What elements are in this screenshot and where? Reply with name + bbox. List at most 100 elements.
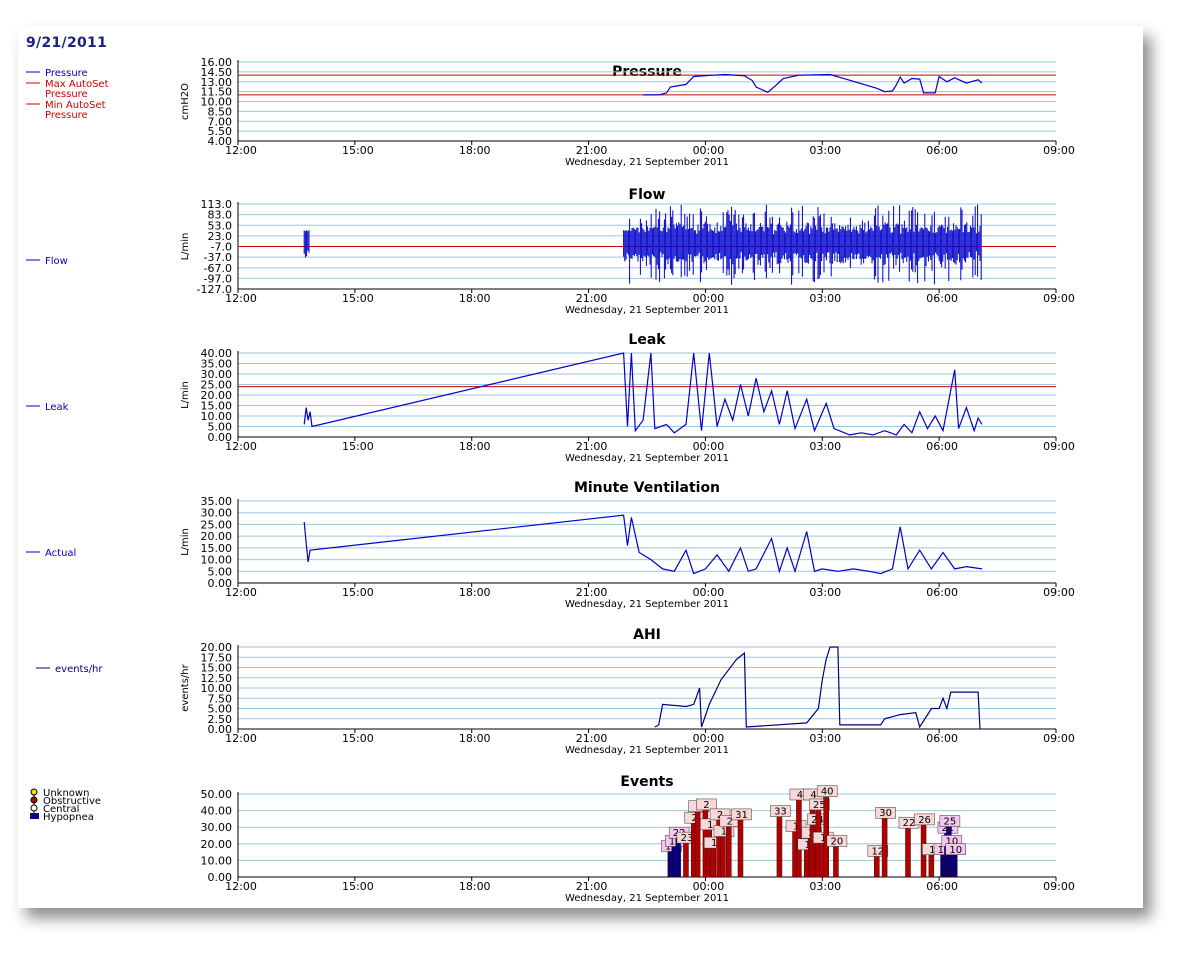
- event-bar: [874, 855, 880, 878]
- event-label: 23: [681, 833, 694, 844]
- legend-label: Flow: [45, 256, 68, 267]
- report-date: 9/21/2011: [26, 35, 108, 51]
- y-tick-label: 25.00: [201, 518, 233, 531]
- y-tick-label: 20.00: [201, 389, 233, 402]
- event-bar: [776, 815, 783, 878]
- x-tick-label: 12:00: [225, 440, 257, 453]
- event-bar: [726, 825, 732, 878]
- event-label-box: [696, 798, 717, 811]
- x-tick-label: 18:00: [459, 732, 491, 745]
- y-tick-label: 4.00: [208, 135, 233, 148]
- x-tick-label: 00:00: [693, 880, 725, 893]
- event-bar: [694, 810, 701, 878]
- y-tick-label: -7.0: [211, 241, 232, 254]
- event-label: 4: [810, 790, 816, 801]
- event-marker: 33: [770, 805, 791, 878]
- x-tick-label: 06:00: [926, 586, 958, 599]
- event-label: 1: [721, 827, 727, 838]
- event-bar: [905, 826, 911, 878]
- event-label: 2: [703, 800, 709, 811]
- x-tick-label: 18:00: [459, 144, 491, 157]
- y-tick-label: 2.50: [208, 713, 233, 726]
- y-tick-label: 20.00: [201, 838, 233, 851]
- y-tick-label: 35.00: [201, 358, 233, 371]
- y-tick-label: 40.00: [201, 347, 233, 360]
- x-axis-label: Wednesday, 21 September 2011: [565, 157, 729, 168]
- x-tick-label: 09:00: [1043, 440, 1075, 453]
- x-tick-label: 09:00: [1043, 144, 1075, 157]
- event-label: 1: [820, 833, 826, 844]
- y-tick-label: 16.00: [201, 56, 233, 69]
- event-label-box: [867, 845, 889, 857]
- x-tick-label: 12:00: [225, 732, 257, 745]
- legend-swatch: [30, 813, 39, 819]
- x-axis-label: Wednesday, 21 September 2011: [565, 599, 729, 610]
- legend-label: Unknown: [43, 788, 89, 799]
- x-tick-label: 15:00: [342, 144, 374, 157]
- event-label: 15: [665, 841, 678, 852]
- event-bar: [833, 845, 839, 878]
- x-tick-label: 09:00: [1043, 732, 1075, 745]
- event-label: 12: [871, 846, 884, 857]
- legend-label: Min AutoSet: [45, 100, 106, 111]
- event-label: 2: [692, 813, 698, 824]
- chart-events: Events 50.00 40.00 30.00 20.00 10.00 0.0012:00…: [30, 774, 1075, 904]
- y-tick-label: 15.00: [201, 662, 233, 675]
- event-bar: [796, 798, 802, 878]
- x-tick-label: 18:00: [459, 292, 491, 305]
- y-tick-label: 14.50: [201, 66, 233, 79]
- x-axis-label: Wednesday, 21 September 2011: [565, 305, 729, 316]
- event-marker: 22: [898, 816, 920, 878]
- event-marker: 1: [703, 836, 725, 878]
- y-tick-label: 5.00: [208, 421, 233, 434]
- y-tick-label: 5.50: [208, 125, 233, 138]
- y-tick-label: 10.00: [201, 410, 233, 423]
- y-tick-label: 20.00: [201, 641, 233, 654]
- event-marker: 31: [731, 808, 752, 878]
- x-tick-label: 15:00: [342, 440, 374, 453]
- legend: Flow: [26, 256, 68, 267]
- series-line: [643, 73, 983, 96]
- event-marker: 20: [826, 835, 848, 878]
- x-tick-label: 03:00: [809, 586, 841, 599]
- y-tick-label: 12.50: [201, 672, 233, 685]
- legend-swatch: [30, 788, 38, 796]
- x-tick-label: 06:00: [926, 292, 958, 305]
- event-label: 26: [918, 815, 931, 826]
- event-marker: 10: [945, 843, 966, 878]
- legend-label: Max AutoSet: [45, 79, 109, 90]
- x-tick-label: 12:00: [225, 292, 257, 305]
- y-tick-label: 23.0: [208, 230, 233, 243]
- x-axis-label: Wednesday, 21 September 2011: [565, 745, 729, 756]
- chart-minute-ventilation: Minute Ventilation35.0030.0025.0020.0015…: [26, 480, 1075, 610]
- series-line: [303, 352, 983, 436]
- event-label: 1: [805, 840, 811, 851]
- x-tick-label: 12:00: [225, 880, 257, 893]
- event-bar: [683, 841, 689, 878]
- legend-label: Pressure: [45, 89, 88, 100]
- legend-swatch: [30, 804, 38, 812]
- event-marker: 1: [713, 825, 735, 878]
- y-tick-label: 0.00: [208, 723, 233, 736]
- chart-title: Flow: [629, 187, 666, 203]
- legend-label: Leak: [45, 402, 69, 413]
- x-tick-label: 21:00: [576, 880, 608, 893]
- y-tick-label: 8.50: [208, 105, 233, 118]
- y-tick-label: 15.00: [201, 400, 233, 413]
- y-axis-label: L/min: [180, 381, 191, 409]
- event-label: 1: [711, 838, 717, 849]
- x-tick-label: 18:00: [459, 880, 491, 893]
- y-tick-label: 50.00: [201, 788, 233, 801]
- y-tick-label: 30.00: [201, 507, 233, 520]
- x-tick-label: 03:00: [809, 144, 841, 157]
- y-tick-label: 10.00: [201, 96, 233, 109]
- event-bar: [720, 835, 726, 878]
- event-bar: [881, 816, 888, 878]
- event-bar: [737, 818, 744, 878]
- x-tick-label: 00:00: [693, 292, 725, 305]
- y-axis-label: cmH2O: [180, 83, 191, 120]
- x-tick-label: 18:00: [459, 440, 491, 453]
- x-tick-label: 03:00: [809, 880, 841, 893]
- event-label: 20: [831, 836, 844, 847]
